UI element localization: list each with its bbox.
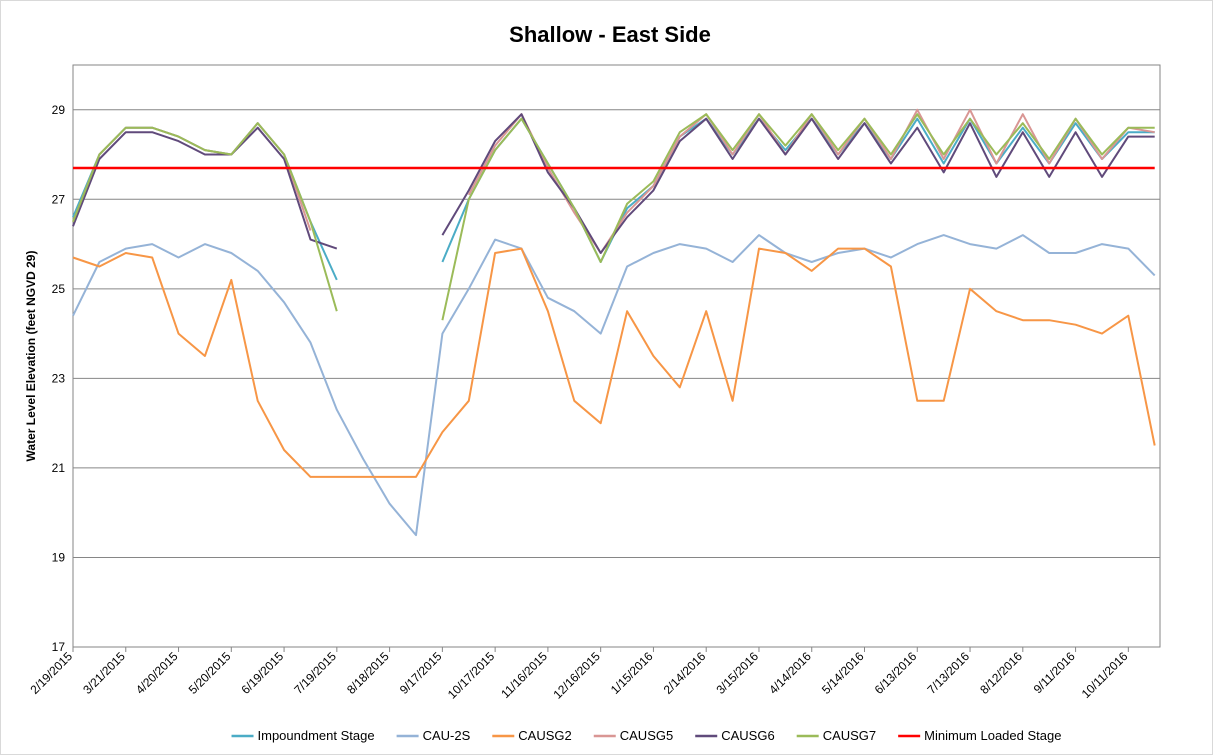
- y-tick-label: 29: [52, 103, 66, 117]
- legend-label: Minimum Loaded Stage: [924, 728, 1061, 743]
- y-tick-label: 17: [52, 640, 66, 654]
- series-line: [72, 122, 338, 312]
- legend-label: CAU-2S: [423, 728, 471, 743]
- chart-title: Shallow - East Side: [509, 22, 711, 47]
- legend-label: CAUSG5: [620, 728, 673, 743]
- series-line: [72, 234, 1156, 537]
- series-line: [441, 113, 1155, 321]
- y-tick-label: 19: [52, 550, 66, 564]
- series-line: [72, 126, 338, 250]
- y-tick-label: 21: [52, 461, 66, 475]
- y-tick-label: 23: [52, 371, 66, 385]
- series-line: [441, 113, 1155, 254]
- series-line: [72, 247, 1156, 478]
- legend-label: CAUSG6: [721, 728, 774, 743]
- legend-label: Impoundment Stage: [258, 728, 375, 743]
- legend-label: CAUSG7: [823, 728, 876, 743]
- legend-label: CAUSG2: [518, 728, 571, 743]
- y-tick-label: 27: [52, 192, 66, 206]
- y-axis-label: Water Level Elevation (feet NGVD 29): [24, 251, 38, 462]
- y-tick-label: 25: [52, 282, 66, 296]
